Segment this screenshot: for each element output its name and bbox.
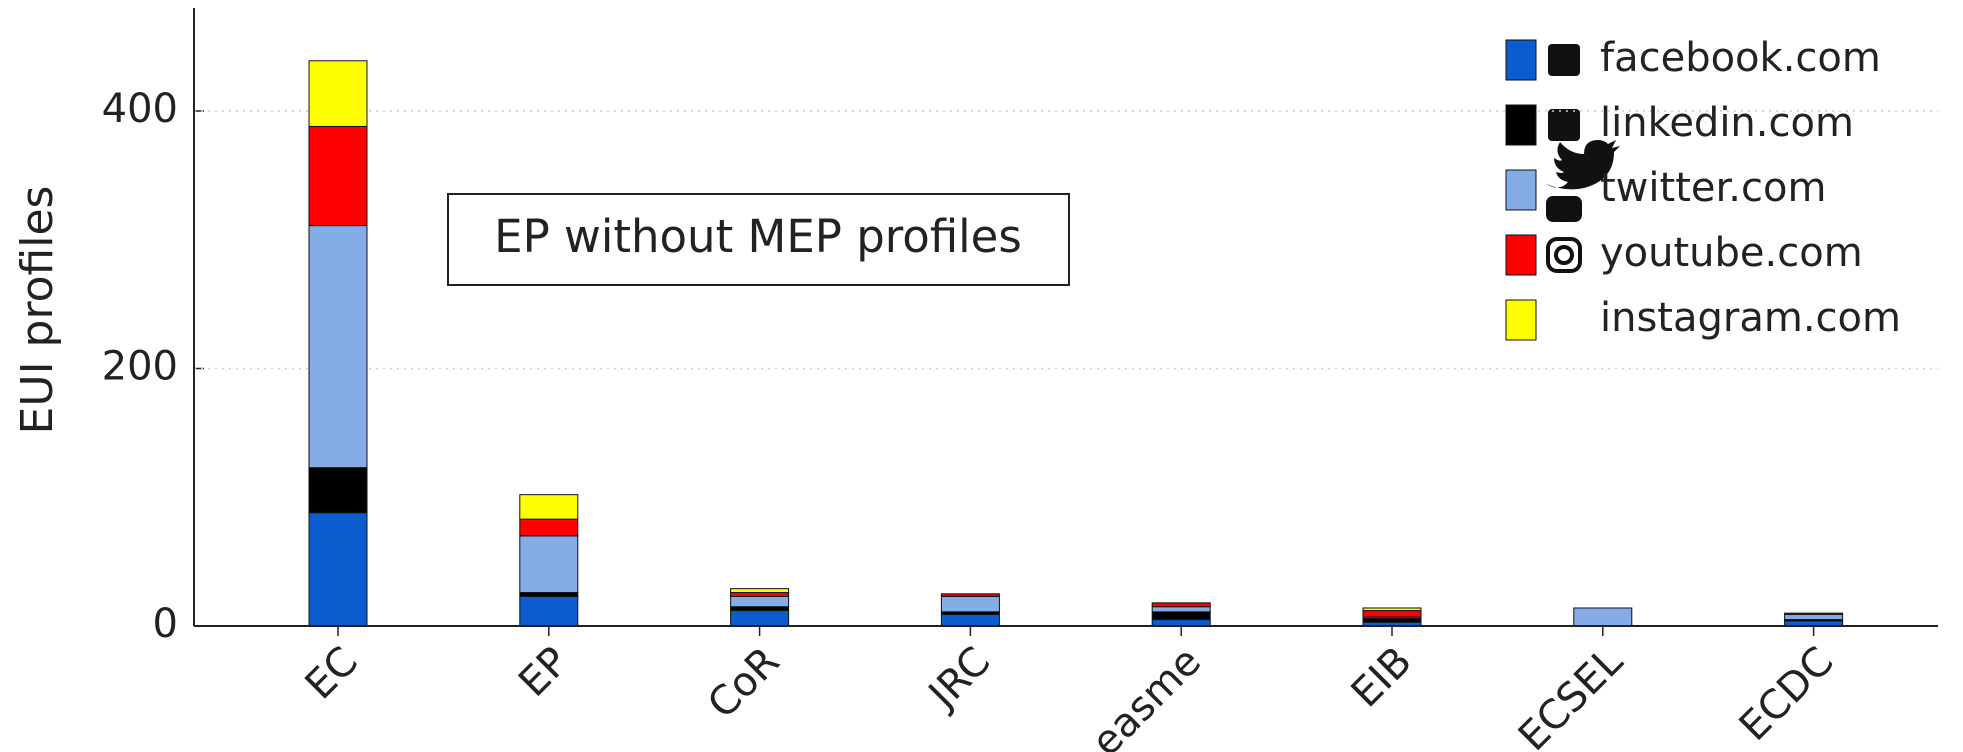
bar-segment: [308, 225, 368, 469]
y-tick-label: 200: [102, 344, 178, 390]
legend-label: facebook.com: [1600, 35, 1881, 81]
legend-label: linkedin.com: [1600, 100, 1854, 146]
x-tick-label: CoR: [699, 638, 788, 727]
legend-icons: [1546, 44, 1620, 273]
bar-segment: [519, 595, 579, 627]
bar-segment: [940, 613, 1000, 627]
youtube-icon: [1546, 196, 1582, 222]
legend-swatch: [1505, 299, 1537, 341]
x-tick-label: ECDC: [1731, 638, 1843, 750]
bar-segment: [1151, 602, 1211, 608]
legend-swatch: [1505, 104, 1537, 146]
y-tick-label: 0: [153, 601, 178, 647]
bar-segment: [1151, 611, 1211, 621]
y-axis-label: EUI profiles: [12, 186, 63, 435]
x-tick-label: EIB: [1343, 638, 1421, 716]
bar-segment: [1362, 617, 1422, 623]
bar-segment: [730, 592, 790, 597]
bar-segment: [940, 593, 1000, 597]
bar-segment: [1362, 610, 1422, 618]
bar-segment: [1151, 606, 1211, 613]
bar-segment: [730, 588, 790, 594]
bar-segment: [519, 592, 579, 597]
bar-segment: [519, 535, 579, 594]
x-tick-label: EP: [510, 638, 577, 705]
annotation-text: EP without MEP profiles: [494, 210, 1022, 263]
annotation-box: [447, 193, 1070, 286]
legend-swatch: [1505, 234, 1537, 276]
bar-segment: [519, 518, 579, 537]
bar-segment: [1362, 607, 1422, 612]
legend-label: twitter.com: [1600, 165, 1826, 211]
bar-segment: [308, 60, 368, 127]
bar-segment: [940, 595, 1000, 613]
bar-segment: [1573, 607, 1633, 627]
legend-label: youtube.com: [1600, 230, 1863, 276]
x-tick-label: EC: [297, 638, 367, 708]
instagram-icon: [1546, 237, 1582, 273]
bar-segment: [1784, 612, 1844, 615]
x-tick-label: easme: [1083, 638, 1210, 752]
legend-label: instagram.com: [1600, 295, 1901, 341]
facebook-icon: [1548, 44, 1580, 76]
bar-segment: [308, 125, 368, 227]
bar-segment: [308, 512, 368, 627]
bar-segment: [519, 494, 579, 520]
annotation: EP without MEP profiles: [447, 193, 1070, 286]
y-tick-label: 400: [102, 86, 178, 132]
bar-segment: [730, 595, 790, 608]
x-tick-label: ECSEL: [1510, 638, 1632, 752]
bar-segment: [730, 610, 790, 627]
legend-swatch: [1505, 169, 1537, 211]
twitter-icon: [1546, 140, 1620, 190]
legend-swatch: [1505, 39, 1537, 81]
linkedin-icon: [1548, 109, 1580, 141]
x-tick-label: JRC: [918, 638, 999, 719]
bar-segment: [730, 606, 790, 612]
bar-segment: [1784, 613, 1844, 621]
instagram-icon-lens: [1554, 245, 1574, 265]
bar-segment: [308, 467, 368, 514]
